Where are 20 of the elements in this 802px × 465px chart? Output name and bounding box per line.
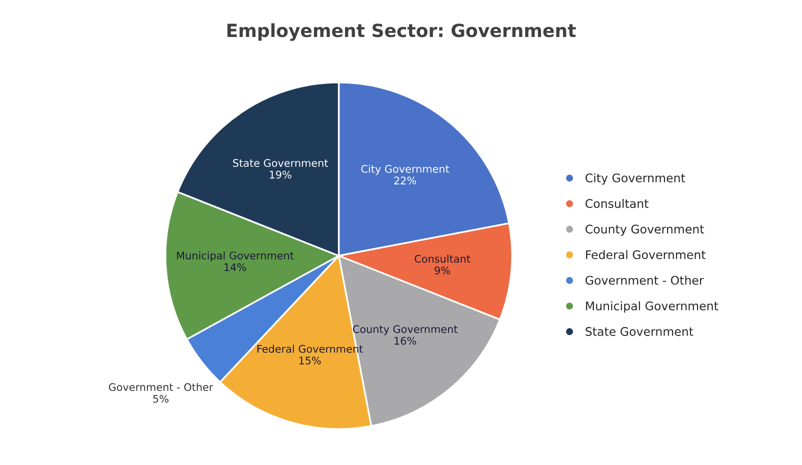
slice-label: State Government bbox=[233, 159, 328, 167]
legend-label: Federal Government bbox=[586, 250, 706, 260]
data-label: 14% bbox=[224, 263, 246, 272]
legend-label: Municipal Government bbox=[586, 301, 718, 313]
slice-label: City Government bbox=[361, 164, 450, 175]
data-label: 5% bbox=[153, 394, 168, 403]
data-label: 22% bbox=[394, 176, 416, 184]
chart-title: Employement Sector: Government bbox=[227, 23, 576, 41]
legend-label: Government - Other bbox=[586, 276, 704, 285]
data-label: 19% bbox=[270, 170, 292, 179]
data-label: 9% bbox=[434, 266, 450, 274]
slice-label: Municipal Government bbox=[177, 251, 294, 262]
legend-label: City Government bbox=[586, 173, 686, 185]
slice-label: Consultant bbox=[414, 254, 470, 263]
data-label: 15% bbox=[299, 356, 321, 364]
legend-label: County Government bbox=[586, 224, 704, 236]
legend-label: Consultant bbox=[586, 198, 648, 208]
data-label: 16% bbox=[394, 336, 416, 345]
slice-label: Government - Other bbox=[108, 382, 214, 392]
legend-label: State Government bbox=[586, 327, 694, 336]
